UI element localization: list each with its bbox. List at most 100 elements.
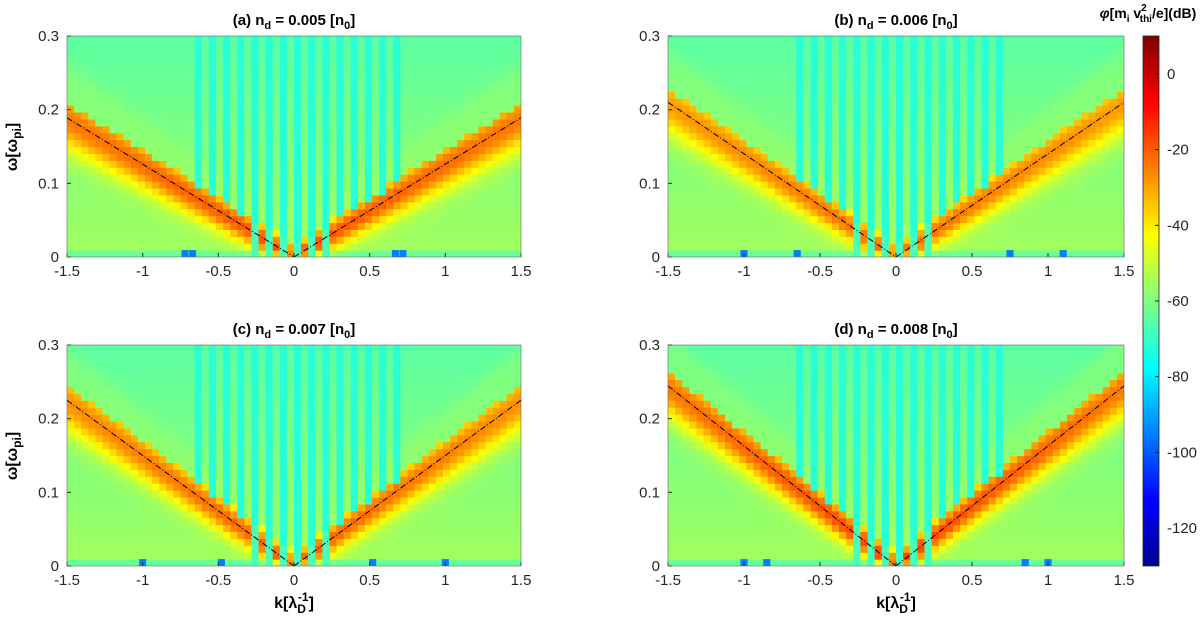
heatmap-cell	[1088, 56, 1097, 65]
heatmap-cell	[244, 201, 253, 210]
heatmap-cell	[279, 201, 288, 210]
heatmap-cell	[717, 208, 726, 217]
heatmap-cell	[506, 229, 515, 237]
heatmap-cell	[187, 42, 196, 51]
heatmap-cell	[675, 125, 683, 134]
heatmap-cell	[286, 153, 295, 161]
heatmap-cell	[223, 365, 231, 374]
heatmap-cell	[372, 125, 380, 134]
heatmap-cell	[187, 372, 196, 381]
heatmap-cell	[343, 118, 352, 127]
heatmap-cell	[995, 174, 1004, 182]
heatmap-cell	[703, 194, 712, 203]
heatmap-cell	[1010, 250, 1018, 257]
heatmap-cell	[74, 174, 82, 182]
heatmap-cell	[81, 98, 89, 106]
heatmap-cell	[817, 84, 826, 92]
heatmap-cell	[393, 167, 401, 175]
heatmap-cell	[329, 70, 338, 79]
heatmap-cell	[180, 49, 189, 58]
heatmap-cell	[981, 243, 990, 251]
heatmap-cell	[109, 496, 118, 505]
heatmap-cell	[407, 215, 416, 224]
heatmap-cell	[725, 222, 733, 230]
heatmap-cell	[782, 105, 790, 113]
heatmap-cell	[364, 77, 373, 85]
heatmap-cell	[513, 118, 521, 127]
heatmap-cell	[201, 379, 210, 388]
heatmap-cell	[471, 243, 480, 251]
heatmap-cell	[279, 160, 288, 168]
heatmap-cell	[988, 250, 997, 257]
heatmap-cell	[1024, 243, 1032, 251]
heatmap-cell	[1010, 111, 1018, 120]
heatmap-cell	[881, 49, 890, 58]
heatmap-cell	[166, 476, 174, 484]
heatmap-cell	[152, 372, 160, 381]
heatmap-cell	[981, 194, 990, 203]
heatmap-cell	[301, 111, 309, 120]
heatmap-cell	[414, 146, 423, 155]
heatmap-cell	[74, 36, 82, 44]
heatmap-cell	[1031, 36, 1040, 44]
heatmap-cell	[960, 118, 968, 127]
heatmap-cell	[696, 125, 705, 134]
heatmap-cell	[732, 56, 740, 65]
heatmap-cell	[372, 139, 380, 148]
heatmap-cell	[888, 84, 897, 92]
heatmap-cell	[102, 517, 111, 526]
heatmap-cell	[137, 56, 146, 65]
heatmap-cell	[796, 132, 804, 141]
heatmap-cell	[173, 434, 182, 443]
heatmap-cell	[272, 194, 281, 203]
heatmap-cell	[237, 379, 245, 388]
heatmap-cell	[803, 208, 812, 217]
heatmap-cell	[95, 414, 104, 422]
heatmap-cell	[981, 153, 990, 161]
heatmap-cell	[201, 167, 210, 175]
heatmap-cell	[442, 91, 451, 99]
heatmap-cell	[846, 174, 854, 182]
heatmap-cell	[817, 160, 826, 168]
x-tick-label: -1	[136, 263, 149, 280]
heatmap-cell	[116, 559, 125, 566]
heatmap-cell	[74, 407, 82, 415]
heatmap-cell	[668, 77, 676, 85]
heatmap-cell	[322, 77, 331, 85]
heatmap-cell	[831, 229, 840, 237]
heatmap-cell	[407, 208, 416, 217]
heatmap-cell	[258, 70, 267, 79]
heatmap-cell	[988, 125, 997, 134]
heatmap-cell	[343, 146, 352, 155]
heatmap-cell	[732, 70, 740, 79]
heatmap-cell	[874, 77, 883, 85]
heatmap-cell	[896, 36, 904, 44]
heatmap-cell	[173, 139, 182, 148]
heatmap-cell	[81, 400, 89, 408]
heatmap-cell	[215, 469, 224, 477]
heatmap-cell	[329, 236, 338, 244]
heatmap-cell	[499, 146, 508, 155]
heatmap-cell	[888, 77, 897, 85]
heatmap-cell	[938, 105, 947, 113]
heatmap-cell	[180, 559, 189, 566]
heatmap-cell	[336, 181, 345, 189]
heatmap-cell	[668, 70, 676, 79]
low-frequency-spot	[189, 250, 197, 257]
heatmap-cell	[116, 125, 125, 134]
heatmap-cell	[910, 187, 918, 196]
heatmap-cell	[393, 132, 401, 141]
heatmap-cell	[867, 187, 876, 196]
heatmap-cell	[767, 201, 776, 210]
heatmap-cell	[696, 201, 705, 210]
heatmap-cell	[102, 56, 111, 65]
heatmap-cell	[924, 208, 933, 217]
heatmap-cell	[796, 111, 804, 120]
heatmap-cell	[244, 250, 253, 257]
heatmap-cell	[513, 181, 521, 189]
heatmap-cell	[201, 365, 210, 374]
heatmap-cell	[308, 236, 316, 244]
heatmap-cell	[725, 132, 733, 141]
heatmap-cell	[696, 36, 705, 44]
heatmap-cell	[428, 132, 437, 141]
